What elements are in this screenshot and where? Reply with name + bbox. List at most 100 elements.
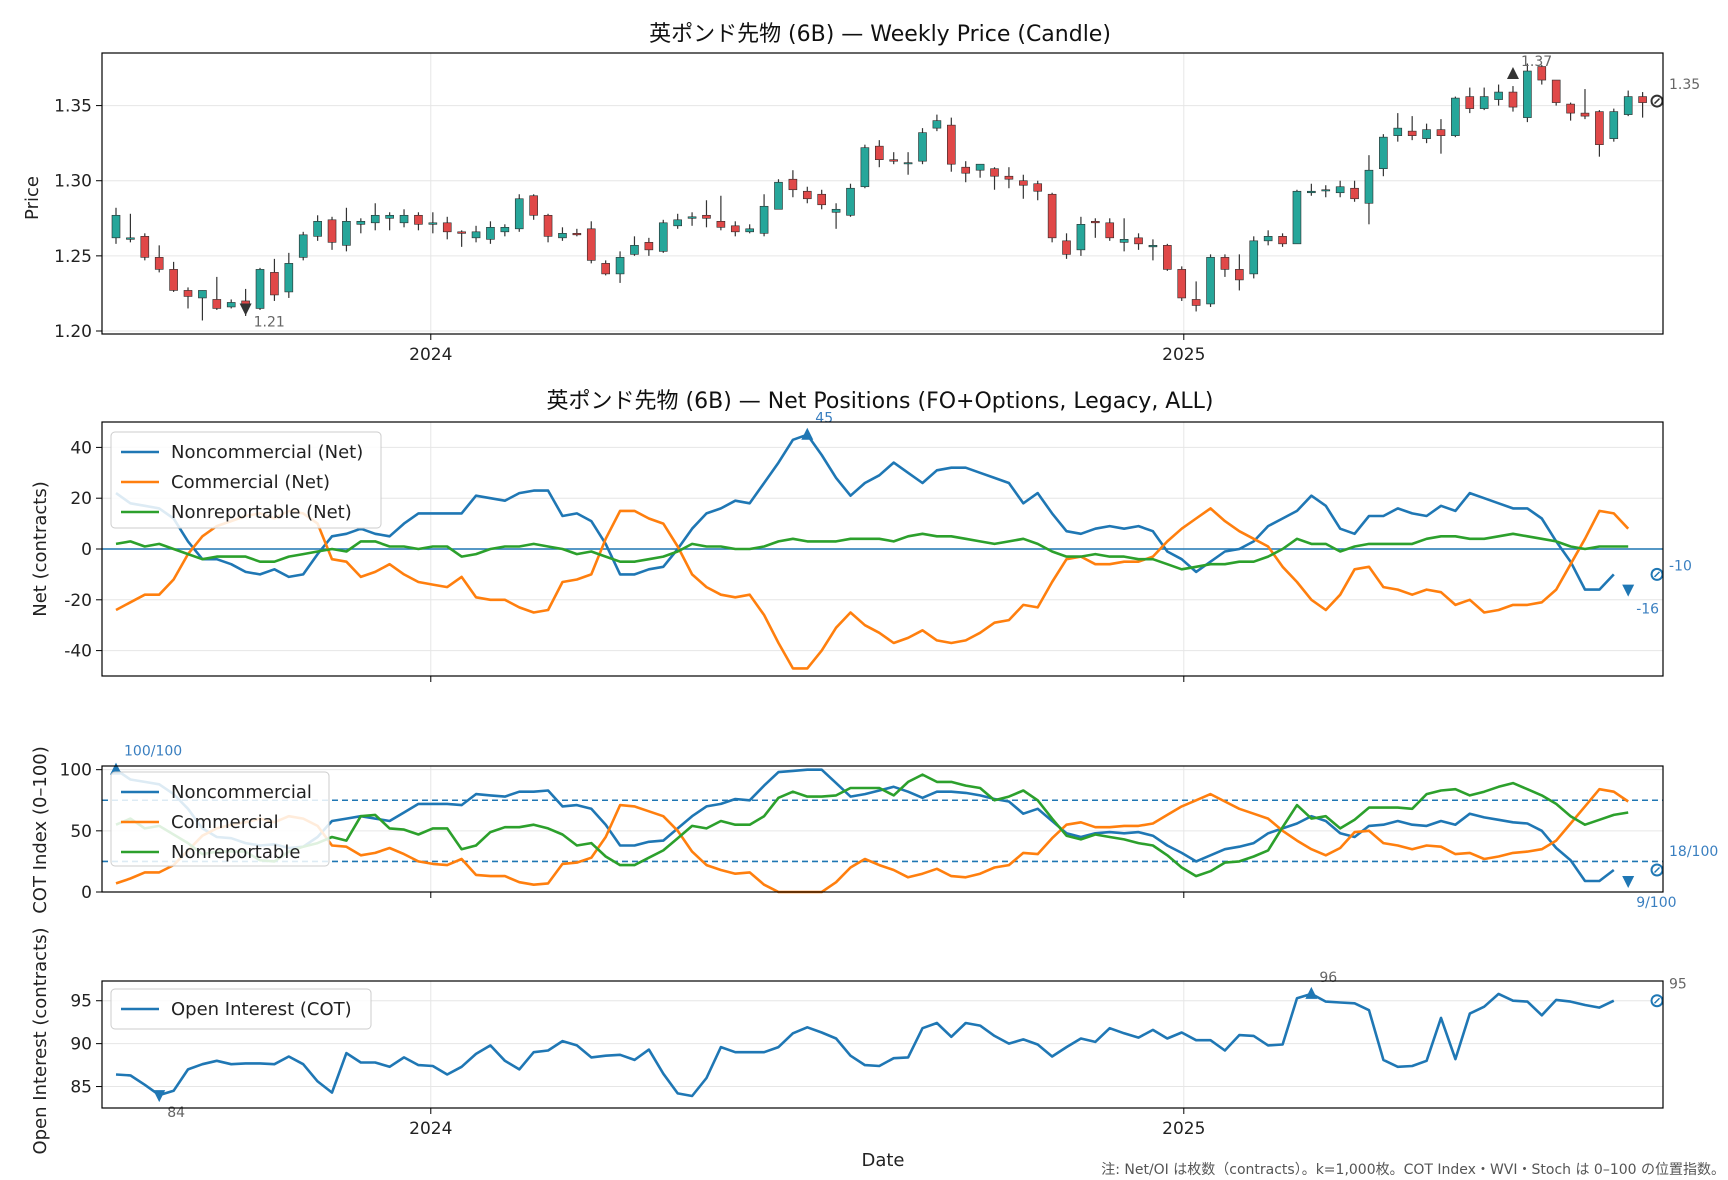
series-line-open-interest-cot [115, 992, 1615, 1098]
legend-box [110, 771, 330, 867]
price-ticks: 2024 2025 1.20 1.25 1.30 1.35 [54, 97, 1205, 365]
candle-body [356, 220, 366, 225]
candle-body [1566, 103, 1575, 114]
candle-body [270, 272, 279, 296]
candle-body [1263, 236, 1273, 242]
candle-body [759, 205, 769, 234]
y-tick-label: 95 [70, 992, 92, 1012]
net-series [102, 433, 1663, 670]
oi-series [115, 992, 1615, 1098]
candle-body [1076, 224, 1086, 251]
y-tick-label: 1.30 [54, 172, 92, 192]
annotation-label: 18/100 [1669, 844, 1718, 860]
candle-body [1033, 183, 1043, 192]
candle-body [428, 222, 438, 225]
candle-body [702, 214, 711, 219]
annotation-label: 100/100 [124, 744, 182, 760]
candle-body [212, 299, 222, 309]
net-annotations: 45 -16 -10 [801, 411, 1692, 618]
candle-body [385, 214, 394, 219]
annotation-label: 96 [1319, 970, 1337, 986]
candle-body [442, 222, 452, 233]
candle-body [1436, 129, 1446, 136]
candle-body [1105, 222, 1115, 239]
annotation-label: -10 [1669, 558, 1692, 574]
candle-body [1163, 245, 1172, 270]
oi-plot-frame [101, 980, 1664, 1109]
net-y-axis-label: Net (contracts) [30, 481, 51, 617]
legend-entry: Nonreportable [171, 842, 300, 863]
y-tick-label: 20 [70, 489, 92, 509]
candle-body [687, 216, 697, 219]
candle-body [802, 190, 812, 200]
candle-body [1062, 240, 1071, 255]
candle-body [1350, 187, 1359, 200]
annotation-marker-up [1305, 986, 1318, 999]
candle-body [471, 231, 481, 239]
candle-body [1220, 257, 1230, 270]
annotation-marker-circle-slash [1653, 98, 1661, 105]
candle-body [1206, 257, 1215, 305]
price-plot-frame [101, 52, 1664, 335]
y-tick-label: 50 [70, 822, 92, 842]
candle-body [1551, 79, 1561, 103]
candle-body [586, 228, 596, 261]
candle-body [1623, 96, 1633, 115]
legend-entry: Noncommercial [171, 782, 312, 803]
candle-body [154, 257, 164, 270]
series-line-nonreportable [115, 773, 1629, 878]
cot-y-axis-label: COT Index (0–100) [30, 746, 51, 914]
candle-body [1451, 97, 1460, 136]
candle-body [183, 290, 193, 297]
legend-box [110, 988, 372, 1030]
candle-body [1019, 180, 1028, 186]
candle-body [1609, 111, 1619, 139]
candle-body [284, 263, 294, 293]
x-tick-label: 2024 [409, 1119, 452, 1139]
candle-body [1249, 240, 1259, 275]
series-line-commercial [115, 787, 1629, 894]
legend-entry: Noncommercial (Net) [171, 442, 363, 463]
candle-body [1465, 96, 1475, 109]
candle-body [543, 214, 553, 237]
candle-body [514, 198, 524, 230]
candle-body [226, 302, 236, 308]
y-tick-label: -40 [64, 642, 92, 662]
candle-body [1494, 91, 1503, 100]
footnote: 注: Net/OI は枚数（contracts）。k=1,000枚。COT In… [1101, 1162, 1725, 1178]
candle-body [1321, 189, 1331, 192]
annotation-label: 1.35 [1669, 77, 1700, 93]
annotation-marker-circle-slash [1653, 866, 1661, 874]
candle-body [630, 245, 639, 255]
candle-body [1422, 129, 1431, 139]
net-legend: Noncommercial (Net) Commercial (Net) Nonre… [110, 431, 382, 529]
candle-body [788, 178, 798, 191]
y-tick-label: 0 [81, 540, 92, 560]
candle-body [1119, 239, 1129, 243]
price-grid [102, 53, 1663, 334]
price-panel-title: 英ポンド先物 (6B) — Weekly Price (Candle) [649, 22, 1111, 47]
candle-body [889, 159, 899, 162]
y-tick-label: 1.20 [54, 322, 92, 342]
candle-body [860, 147, 870, 188]
candle-body [1278, 236, 1287, 245]
price-annotations: 1.21 1.37 1.35 [239, 54, 1700, 330]
cot-ticks: 0 50 100 [60, 761, 1185, 903]
legend-box [110, 431, 382, 529]
net-positions-panel: 英ポンド先物 (6B) — Net Positions (FO+Options,… [30, 389, 1692, 682]
x-tick-label: 2024 [409, 345, 452, 365]
candle-body [370, 214, 380, 224]
candle-body [730, 225, 740, 233]
cot-series [102, 768, 1663, 894]
net-panel-title: 英ポンド先物 (6B) — Net Positions (FO+Options,… [547, 389, 1214, 414]
y-tick-label: 1.35 [54, 97, 92, 117]
candle-body [111, 214, 121, 239]
legend-entry: Commercial (Net) [171, 472, 330, 493]
cot-legend: Noncommercial Commercial Nonreportable [110, 771, 330, 867]
candle-body [1379, 136, 1388, 170]
candle-body [558, 233, 567, 239]
candle-body [990, 168, 999, 177]
candle-body [903, 162, 913, 165]
y-tick-label: 100 [60, 761, 92, 781]
candle-body [716, 220, 726, 228]
